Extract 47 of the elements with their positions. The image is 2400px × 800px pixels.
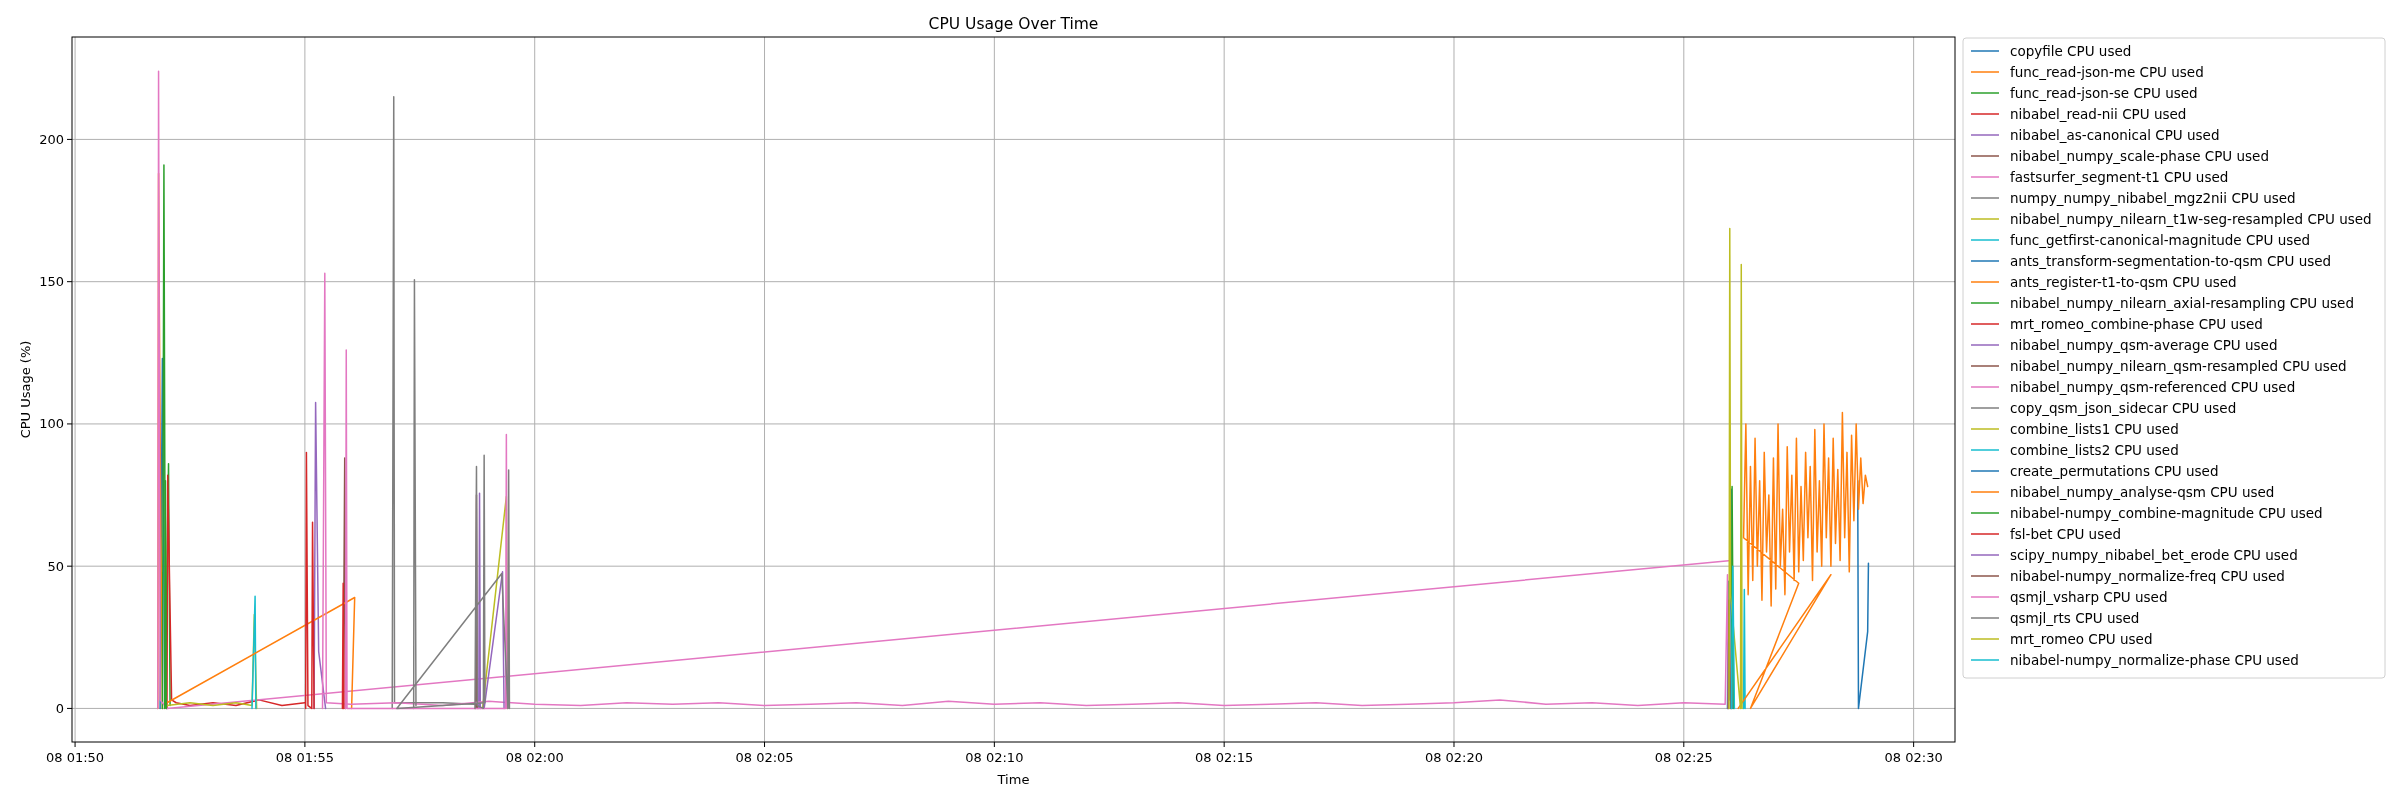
legend-label: nibabel_numpy_qsm-average CPU used	[2010, 336, 2278, 353]
y-tick-label: 0	[55, 700, 64, 716]
x-tick-label: 08 02:25	[1654, 750, 1713, 765]
legend-label: combine_lists2 CPU used	[2010, 441, 2179, 458]
legend-label: qsmjl_vsharp CPU used	[2010, 588, 2168, 605]
legend-label: nibabel_numpy_analyse-qsm CPU used	[2010, 483, 2275, 500]
legend-label: ants_transform-segmentation-to-qsm CPU used	[2010, 252, 2332, 269]
legend-label: mrt_romeo_combine-phase CPU used	[2010, 315, 2263, 332]
legend-label: nibabel_as-canonical CPU used	[2010, 126, 2220, 143]
legend-label: nibabel_numpy_nilearn_t1w-seg-resampled CPU used	[2010, 210, 2372, 227]
y-tick-label: 50	[47, 558, 64, 574]
legend-label: fastsurfer_segment-t1 CPU used	[2010, 168, 2229, 185]
x-tick-label: 08 01:55	[275, 750, 334, 765]
legend-label: nibabel-numpy_normalize-phase CPU used	[2010, 651, 2299, 668]
x-tick-label: 08 02:05	[735, 750, 794, 765]
legend-label: nibabel_numpy_nilearn_qsm-resampled CPU used	[2010, 357, 2347, 374]
x-tick-label: 08 02:00	[505, 750, 564, 765]
legend-label: nibabel_numpy_nilearn_axial-resampling CPU used	[2010, 294, 2354, 311]
legend-label: nibabel_numpy_scale-phase CPU used	[2010, 147, 2269, 164]
legend-label: qsmjl_rts CPU used	[2010, 609, 2140, 626]
x-tick-label: 08 02:30	[1884, 750, 1943, 765]
legend-label: nibabel-numpy_normalize-freq CPU used	[2010, 567, 2285, 584]
x-tick-label: 08 02:10	[965, 750, 1024, 765]
legend-label: func_read-json-se CPU used	[2010, 84, 2198, 101]
legend-label: copy_qsm_json_sidecar CPU used	[2010, 399, 2237, 416]
legend-label: func_read-json-me CPU used	[2010, 63, 2204, 80]
legend-label: mrt_romeo CPU used	[2010, 630, 2153, 647]
x-tick-label: 08 02:15	[1195, 750, 1254, 765]
legend-label: ants_register-t1-to-qsm CPU used	[2010, 273, 2237, 290]
legend-label: nibabel-numpy_combine-magnitude CPU used	[2010, 504, 2323, 521]
legend-label: combine_lists1 CPU used	[2010, 420, 2179, 437]
y-tick-label: 200	[39, 131, 64, 147]
y-tick-label: 100	[39, 416, 64, 432]
legend-label: create_permutations CPU used	[2010, 462, 2219, 479]
legend-label: copyfile CPU used	[2010, 42, 2132, 59]
y-tick-label: 150	[39, 274, 64, 290]
x-tick-label: 08 01:50	[45, 750, 105, 765]
legend-label: func_getfirst-canonical-magnitude CPU used	[2010, 231, 2311, 248]
x-tick-label: 08 02:20	[1424, 750, 1484, 765]
legend-label: scipy_numpy_nibabel_bet_erode CPU used	[2010, 546, 2298, 563]
legend-label: fsl-bet CPU used	[2010, 525, 2122, 542]
y-axis-title: CPU Usage (%)	[18, 340, 33, 439]
legend-label: nibabel_numpy_qsm-referenced CPU used	[2010, 378, 2296, 395]
legend-label: nibabel_read-nii CPU used	[2010, 105, 2187, 122]
chart-title: CPU Usage Over Time	[928, 15, 1099, 33]
legend-label: numpy_numpy_nibabel_mgz2nii CPU used	[2010, 189, 2296, 206]
x-axis-title: Time	[996, 772, 1030, 787]
